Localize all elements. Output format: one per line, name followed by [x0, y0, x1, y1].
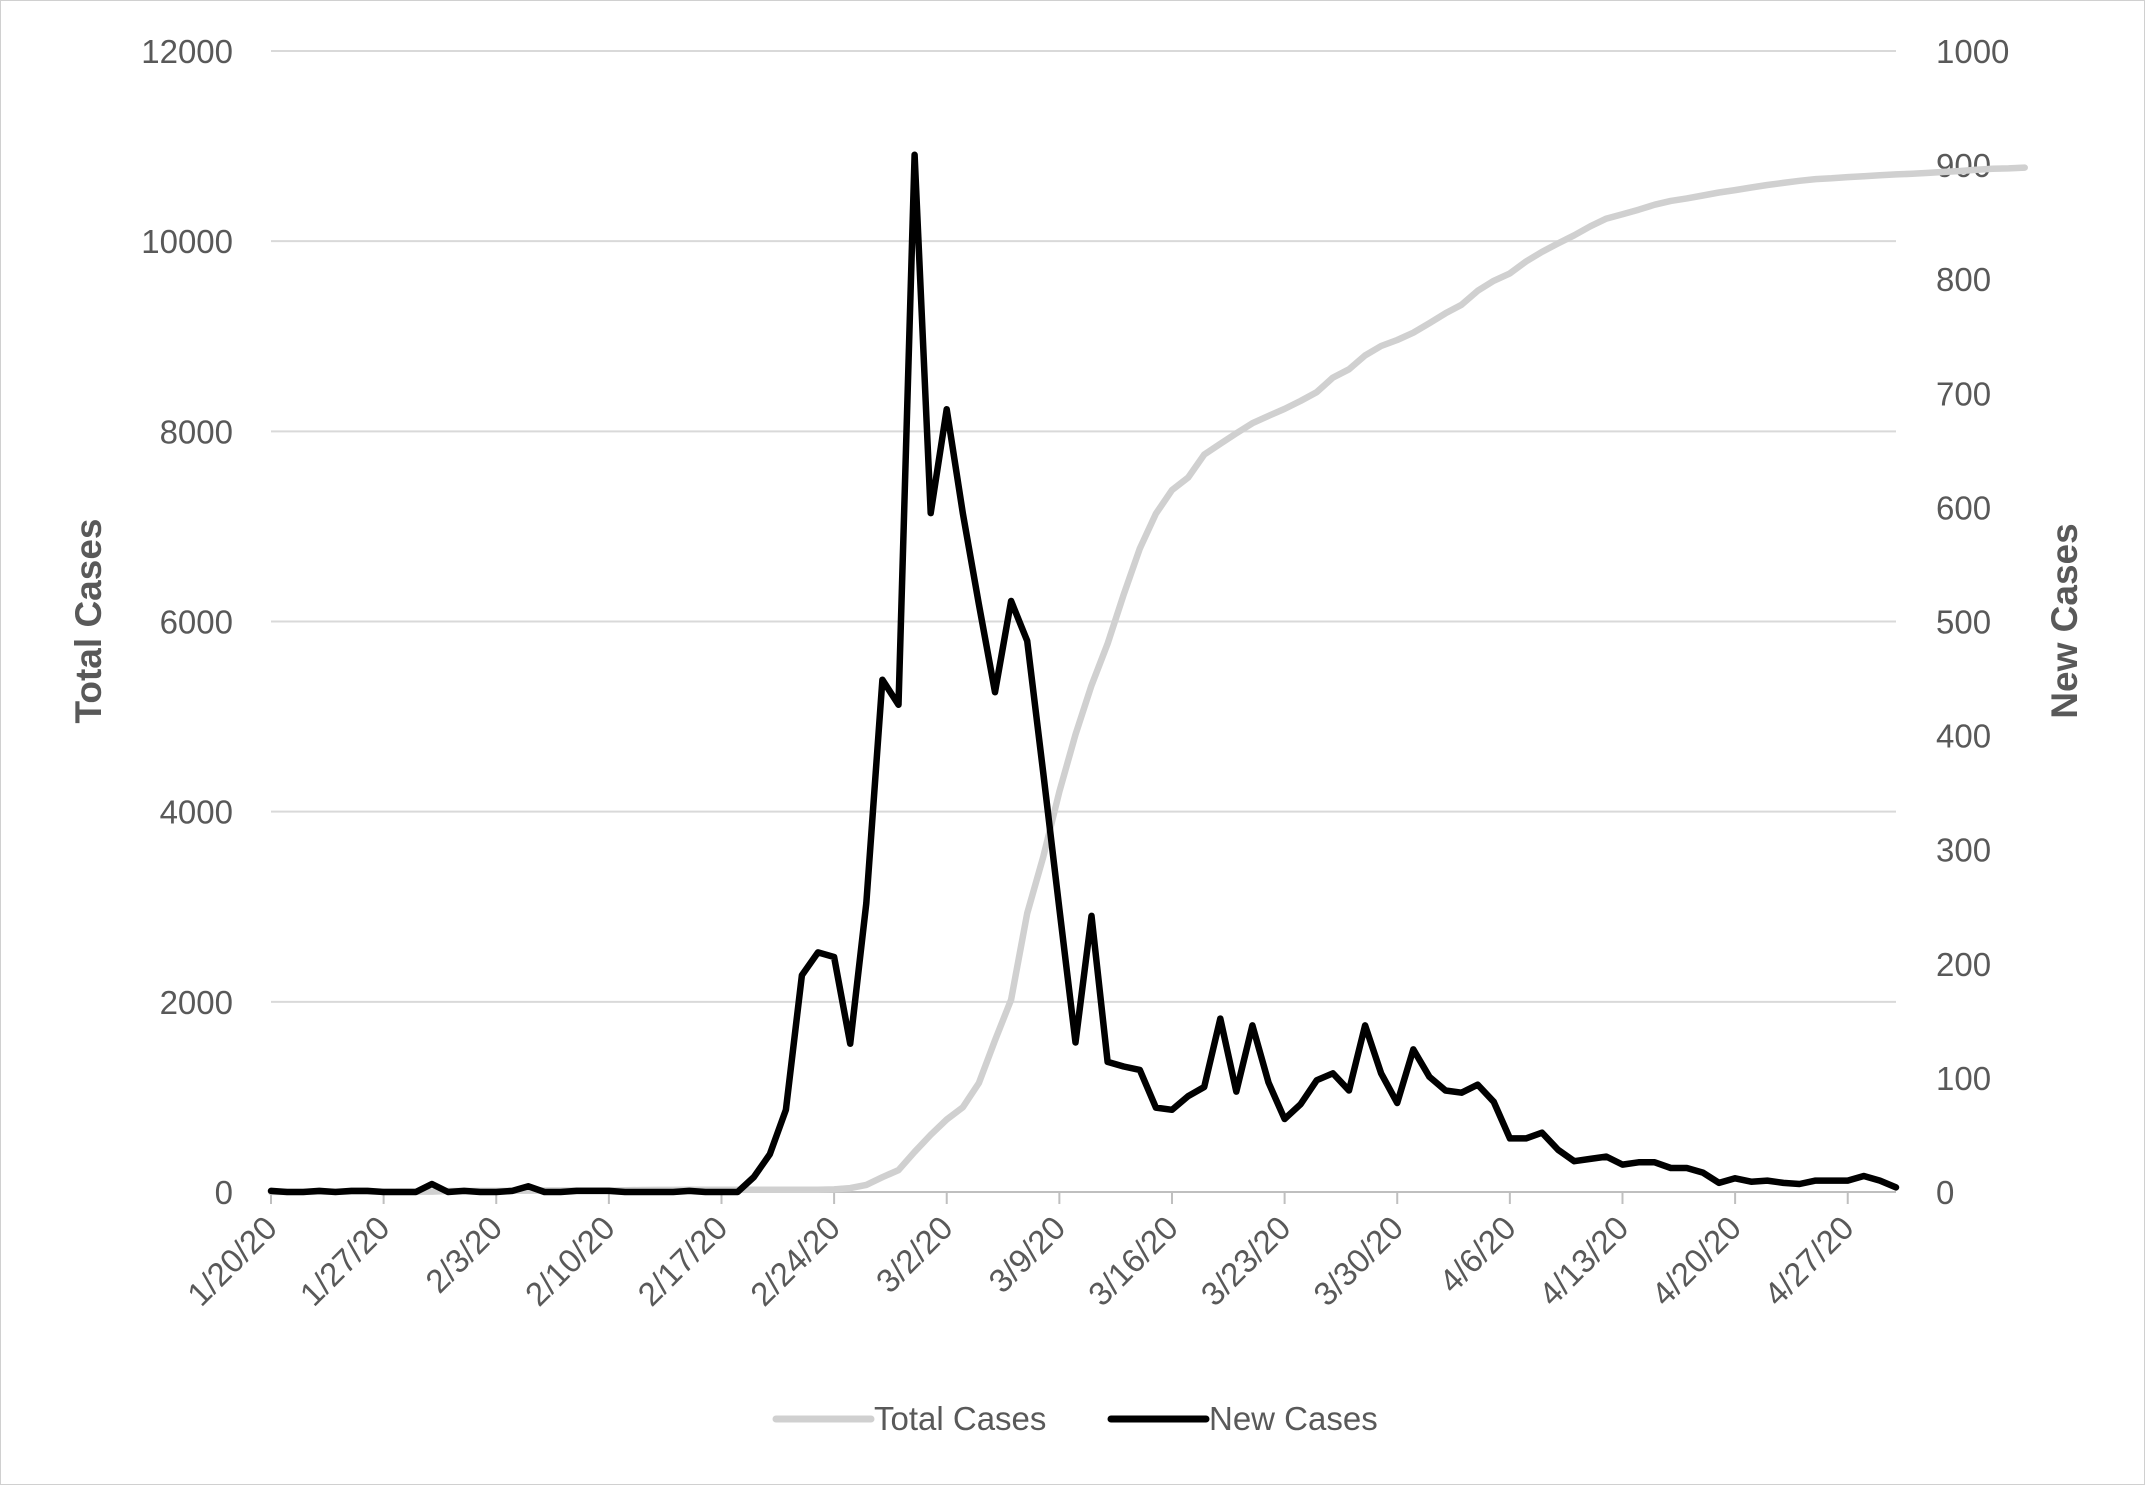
x-tick-label: 3/30/20	[1306, 1209, 1410, 1313]
grid-lines	[271, 50, 1896, 1193]
right-tick-label: 900	[1936, 147, 1991, 184]
x-tick-label: 4/20/20	[1644, 1209, 1748, 1313]
legend-label: New Cases	[1209, 1400, 1378, 1437]
x-tick-label: 2/24/20	[743, 1209, 847, 1313]
series-layer	[267, 151, 2028, 1196]
right-tick-label: 300	[1936, 832, 1991, 869]
right-tick-label: 600	[1936, 489, 1991, 526]
right-tick-label: 700	[1936, 375, 1991, 412]
right-tick-label: 800	[1936, 261, 1991, 298]
x-tick-label: 2/10/20	[518, 1209, 622, 1313]
x-tick-label: 4/13/20	[1531, 1209, 1635, 1313]
right-tick-label: 400	[1936, 718, 1991, 755]
left-axis-ticks: 0 2000 4000 6000 8000 10000 12000	[141, 33, 233, 1211]
x-tick-label: 1/20/20	[180, 1209, 284, 1313]
x-tick-label: 2/3/20	[418, 1209, 509, 1300]
left-tick-label: 2000	[160, 984, 233, 1021]
x-tick-label: 1/27/20	[293, 1209, 397, 1313]
x-tick-label: 3/23/20	[1194, 1209, 1298, 1313]
right-tick-label: 200	[1936, 946, 1991, 983]
x-tick-label: 4/6/20	[1432, 1209, 1523, 1300]
right-tick-label: 0	[1936, 1174, 1954, 1211]
x-tick-label: 4/27/20	[1757, 1209, 1861, 1313]
x-tick-label: 3/16/20	[1081, 1209, 1185, 1313]
x-axis-ticks: 1/20/20 1/27/20 2/3/20 2/10/20 2/17/20 2/24/2…	[180, 1192, 1861, 1313]
series-line-new-cases	[267, 151, 1900, 1196]
left-tick-label: 12000	[141, 33, 233, 70]
right-axis-ticks: 0 100 200 300 400 500 600 700 800 900 1000	[1936, 33, 2009, 1211]
left-tick-label: 6000	[160, 604, 233, 641]
right-tick-label: 1000	[1936, 33, 2009, 70]
x-tick-label: 3/2/20	[869, 1209, 960, 1300]
right-tick-label: 500	[1936, 604, 1991, 641]
right-tick-label: 100	[1936, 1060, 1991, 1097]
left-tick-label: 0	[215, 1174, 233, 1211]
series-line-total-cases	[267, 164, 2028, 1196]
left-tick-label: 10000	[141, 223, 233, 260]
right-axis-title: New Cases	[2044, 523, 2085, 718]
legend-label: Total Cases	[874, 1400, 1046, 1437]
left-axis-title: Total Cases	[68, 519, 109, 724]
left-tick-label: 8000	[160, 413, 233, 450]
legend: Total Cases New Cases	[772, 1400, 1378, 1437]
x-tick-label: 3/9/20	[981, 1209, 1072, 1300]
left-tick-label: 4000	[160, 794, 233, 831]
x-tick-label: 2/17/20	[630, 1209, 734, 1313]
